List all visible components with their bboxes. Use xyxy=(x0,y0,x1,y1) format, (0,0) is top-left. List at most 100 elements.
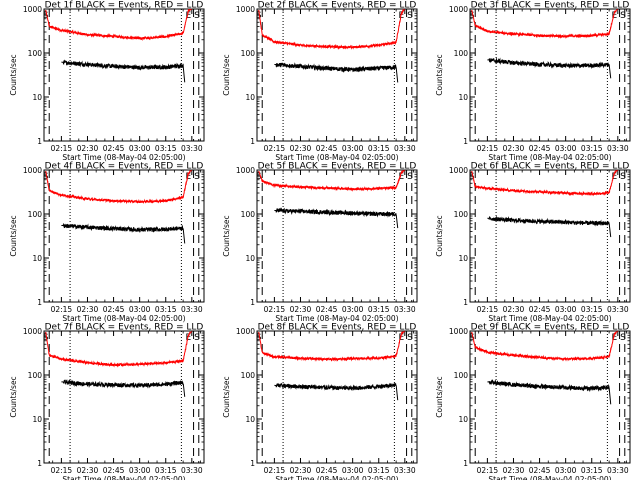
x-tick-label: 03:00 xyxy=(129,144,151,153)
panel-title: Det 2f BLACK = Events, RED = LLD xyxy=(258,1,417,11)
x-tick-label: 02:45 xyxy=(316,305,338,314)
y-tick-label: 100 xyxy=(454,49,469,58)
lld-rate-line xyxy=(258,169,405,192)
event-flag-label: S xyxy=(407,333,413,343)
y-tick-label: 1000 xyxy=(236,5,255,14)
lld-rate-line xyxy=(471,330,618,362)
y-axis-label: Counts/sec xyxy=(222,376,231,417)
event-flag-label: E xyxy=(186,11,192,21)
event-flag-label: S xyxy=(194,11,200,21)
event-flag-label: S xyxy=(43,333,49,343)
x-tick-label: 02:30 xyxy=(77,305,99,314)
x-axis-label: Start Time (08-May-04 02:05:00) xyxy=(62,475,185,480)
x-tick-label: 03:30 xyxy=(394,466,416,475)
detector-panel: Det 3f BLACK = Events, RED = LLD 1 10 100 10… xyxy=(435,1,631,162)
lld-rate-line xyxy=(471,8,618,39)
events-rate-line xyxy=(274,382,399,401)
lld-rate-line xyxy=(471,169,618,197)
detector-panel: Det 1f BLACK = Events, RED = LLD 1 10 100 10… xyxy=(9,1,205,162)
y-tick-label: 1000 xyxy=(23,327,42,336)
x-tick-label: 02:45 xyxy=(529,466,551,475)
plot-frame xyxy=(256,8,418,142)
y-tick-label: 10 xyxy=(32,415,42,424)
event-flag-label: S xyxy=(256,11,262,21)
x-axis-label: Start Time (08-May-04 02:05:00) xyxy=(488,153,611,162)
plot-frame xyxy=(43,169,205,303)
event-flag-label: S xyxy=(407,172,413,182)
x-axis-label: Start Time (08-May-04 02:05:00) xyxy=(488,314,611,323)
x-tick-label: 03:00 xyxy=(342,466,364,475)
panel-title: Det 6f BLACK = Events, RED = LLD xyxy=(471,162,630,172)
x-tick-label: 02:45 xyxy=(316,144,338,153)
event-flag-label: E xyxy=(612,333,618,343)
x-axis-label: Start Time (08-May-04 02:05:00) xyxy=(62,153,185,162)
x-tick-label: 03:15 xyxy=(155,466,177,475)
plot-frame xyxy=(256,169,418,303)
x-tick-label: 02:30 xyxy=(77,144,99,153)
x-tick-label: 03:00 xyxy=(555,144,577,153)
x-tick-label: 02:15 xyxy=(264,144,286,153)
lld-rate-line xyxy=(45,330,193,368)
y-axis-label: Counts/sec xyxy=(435,215,444,256)
x-tick-label: 02:30 xyxy=(290,144,312,153)
event-flag-label: S xyxy=(256,172,262,182)
panel-title: Det 5f BLACK = Events, RED = LLD xyxy=(258,162,417,172)
lld-rate-line xyxy=(45,8,192,41)
event-flag-label: S xyxy=(43,11,49,21)
y-tick-label: 10 xyxy=(458,93,468,102)
event-flag-label: S xyxy=(620,333,626,343)
y-tick-label: 1 xyxy=(37,298,42,307)
x-axis-label: Start Time (08-May-04 02:05:00) xyxy=(488,475,611,480)
x-tick-label: 02:15 xyxy=(477,305,499,314)
event-flag-label: S xyxy=(620,172,626,182)
event-flag-label: S xyxy=(256,333,262,343)
y-tick-label: 1 xyxy=(463,137,468,146)
y-tick-label: 100 xyxy=(454,371,469,380)
event-flag-label: E xyxy=(612,172,618,182)
y-axis-label: Counts/sec xyxy=(222,215,231,256)
y-axis-label: Counts/sec xyxy=(9,215,18,256)
y-tick-label: 100 xyxy=(454,210,469,219)
x-axis-label: Start Time (08-May-04 02:05:00) xyxy=(275,475,398,480)
event-flag-label: S xyxy=(194,333,200,343)
x-tick-label: 02:15 xyxy=(264,466,286,475)
x-tick-label: 03:15 xyxy=(581,466,603,475)
event-flag-label: E xyxy=(186,172,192,182)
y-tick-label: 10 xyxy=(245,254,255,263)
x-axis-label: Start Time (08-May-04 02:05:00) xyxy=(275,314,398,323)
y-tick-label: 1 xyxy=(250,298,255,307)
y-tick-label: 100 xyxy=(241,210,256,219)
plot-frame xyxy=(469,169,631,303)
events-rate-line xyxy=(487,57,612,79)
x-tick-label: 03:15 xyxy=(368,466,390,475)
event-flag-label: S xyxy=(620,11,626,21)
y-tick-label: 1 xyxy=(37,459,42,468)
y-tick-label: 100 xyxy=(28,210,43,219)
y-axis-label: Counts/sec xyxy=(222,54,231,95)
x-tick-label: 03:30 xyxy=(607,466,629,475)
y-tick-label: 1000 xyxy=(236,327,255,336)
y-axis-label: Counts/sec xyxy=(435,376,444,417)
x-tick-label: 02:45 xyxy=(529,305,551,314)
y-tick-label: 100 xyxy=(28,371,43,380)
y-tick-label: 1000 xyxy=(449,166,468,175)
plot-frame xyxy=(43,8,205,142)
y-tick-label: 100 xyxy=(241,49,256,58)
x-tick-label: 03:30 xyxy=(394,144,416,153)
x-tick-label: 02:15 xyxy=(51,466,73,475)
event-flag-label: S xyxy=(407,11,413,21)
x-tick-label: 03:15 xyxy=(368,305,390,314)
y-tick-label: 10 xyxy=(32,93,42,102)
events-rate-line xyxy=(487,215,612,238)
plot-frame xyxy=(469,330,631,464)
lld-rate-line xyxy=(45,169,192,205)
x-tick-label: 03:00 xyxy=(555,466,577,475)
x-tick-label: 03:30 xyxy=(394,305,416,314)
y-tick-label: 1 xyxy=(250,137,255,146)
x-tick-label: 02:30 xyxy=(77,466,99,475)
y-tick-label: 1000 xyxy=(23,5,42,14)
y-tick-label: 1000 xyxy=(449,5,468,14)
detector-panel: Det 9f BLACK = Events, RED = LLD 1 10 100 10… xyxy=(435,323,631,480)
events-rate-line xyxy=(61,223,186,244)
